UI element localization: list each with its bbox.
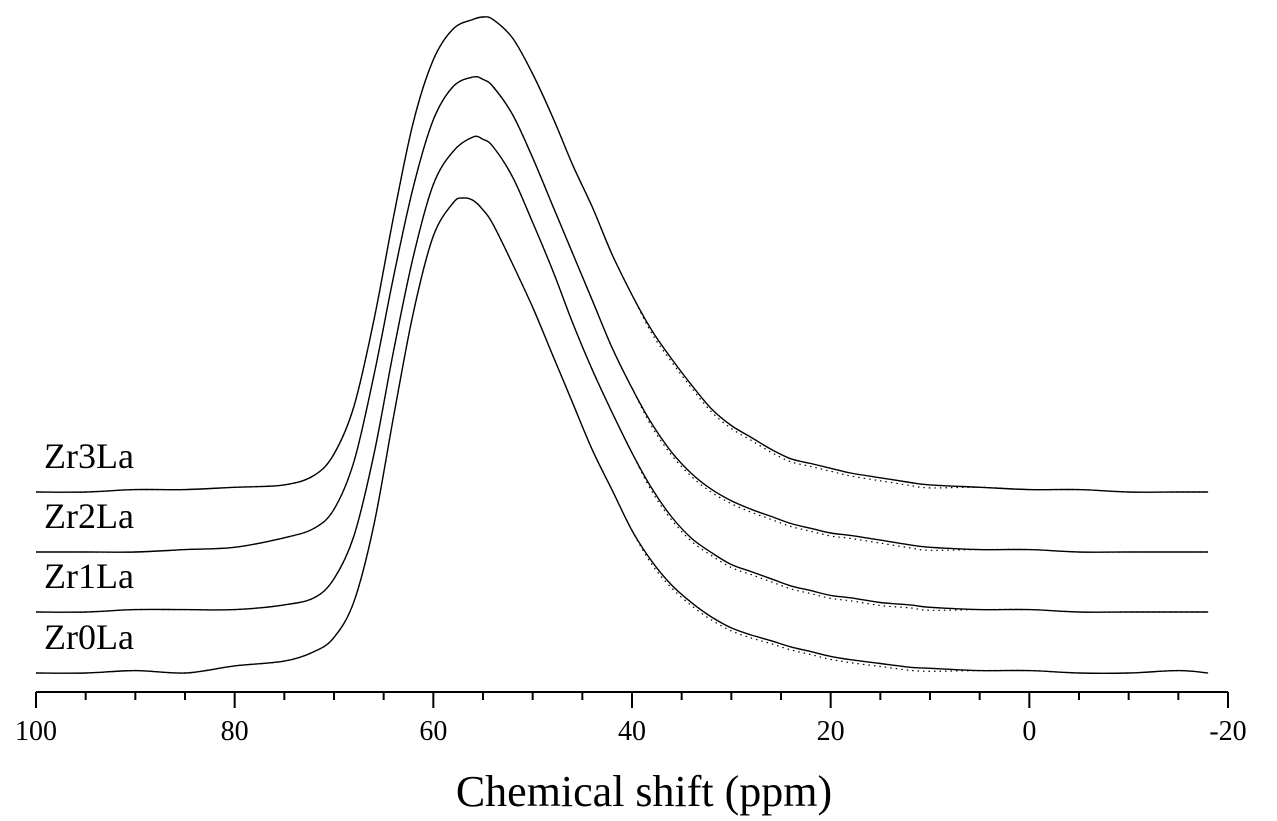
x-tick-label: 0	[1022, 716, 1036, 747]
x-tick-label: 60	[419, 716, 447, 747]
series-fit-zr1la	[35, 135, 1209, 613]
x-tick-label: -20	[1209, 716, 1246, 747]
series-line-zr0la	[35, 197, 1209, 674]
x-axis: 100 80 60 40 20 0 -20	[15, 691, 1247, 747]
series-line-zr3la	[35, 16, 1209, 493]
plot-area: Zr0La Zr1La Zr2La Zr3La	[35, 16, 1209, 674]
series-label-zr2la: Zr2La	[44, 496, 134, 536]
x-tick-label: 20	[817, 716, 845, 747]
series-fit-zr2la	[36, 76, 1209, 553]
series-fit-zr0la	[35, 197, 1209, 674]
series-line-zr1la	[35, 135, 1209, 613]
x-tick-label: 100	[15, 716, 57, 747]
series-label-zr3la: Zr3La	[44, 436, 134, 476]
x-tick-label: 40	[618, 716, 646, 747]
series-line-zr2la	[36, 75, 1209, 553]
series-fit-zr3la	[35, 16, 1209, 493]
x-tick-label: 80	[221, 716, 249, 747]
series-label-zr0la: Zr0La	[44, 617, 134, 657]
series-label-zr1la: Zr1La	[44, 556, 134, 596]
x-axis-title: Chemical shift (ppm)	[456, 767, 832, 816]
